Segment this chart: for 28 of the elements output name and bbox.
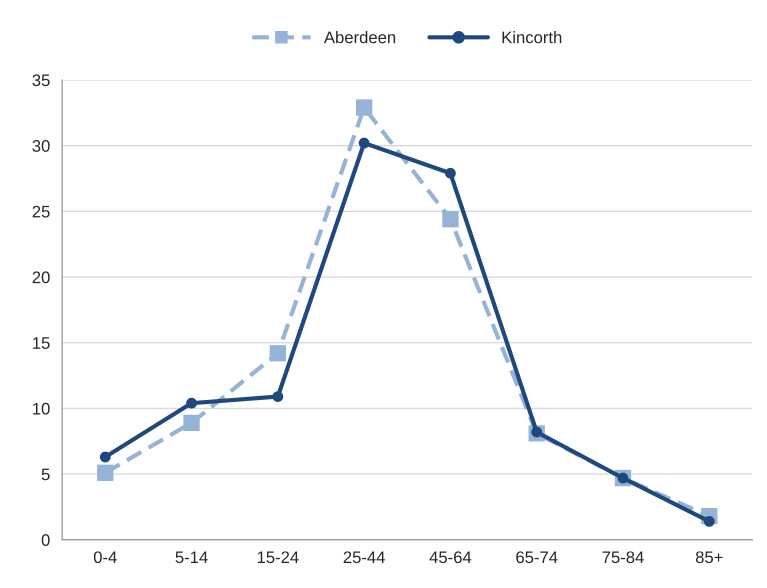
point: [445, 168, 456, 179]
point: [442, 211, 459, 228]
x-tick-label: 15-24: [258, 551, 299, 564]
x-tick-label: 65-74: [516, 551, 558, 564]
x-tick-label: 75-84: [602, 551, 644, 564]
x-tick-label: 5-14: [176, 552, 208, 564]
point: [97, 464, 114, 481]
y-tick-label: 0: [42, 534, 50, 546]
legend-label: Kincorth: [502, 31, 562, 44]
legend-label: Aberdeen: [324, 31, 396, 44]
x-tick-label: 25-44: [344, 551, 385, 564]
x-tick-label: 45-64: [429, 551, 472, 564]
x-tick-label: 0-4: [94, 551, 117, 564]
point: [270, 345, 286, 362]
y-tick-label: 15: [33, 337, 50, 349]
y-tick-label: 25: [32, 206, 50, 218]
point: [272, 391, 284, 402]
point: [358, 138, 370, 148]
y-tick-label: 35: [32, 74, 50, 86]
point: [186, 398, 197, 409]
point: [356, 99, 372, 116]
y-tick-label: 5: [42, 468, 50, 480]
point: [100, 452, 111, 462]
y-tick-label: 30: [32, 140, 50, 152]
x-tick-label: 85+: [696, 551, 723, 564]
y-tick-label: 10: [33, 402, 50, 415]
point: [183, 414, 200, 432]
y-tick-label: 20: [32, 271, 50, 284]
